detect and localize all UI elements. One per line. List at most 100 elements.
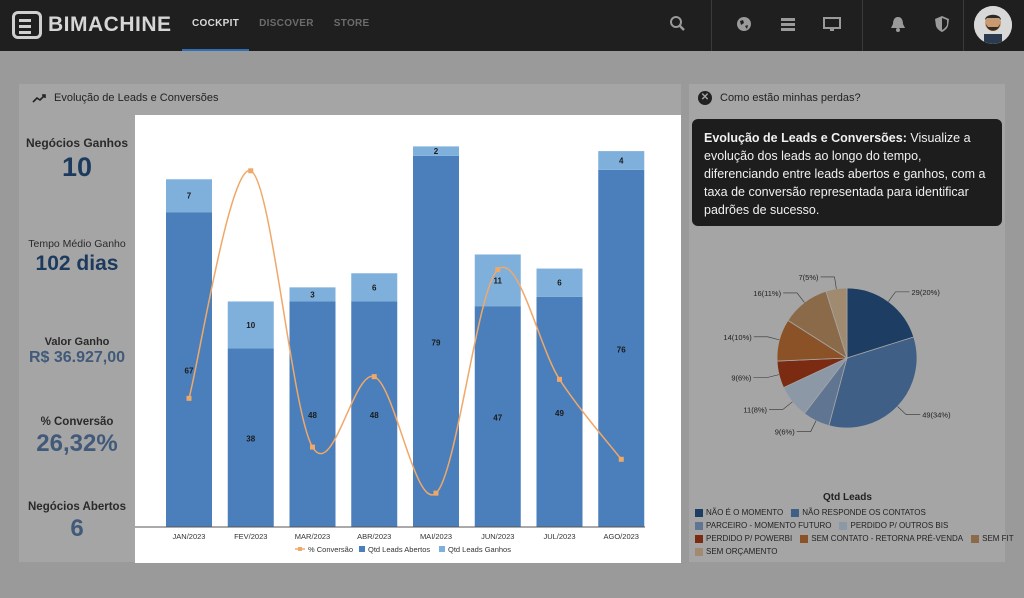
leads-panel-title: Evolução de Leads e Conversões: [32, 92, 219, 104]
legend-item[interactable]: SEM CONTATO - RETORNA PRÉ-VENDA: [800, 534, 963, 543]
legend-label: NÃO RESPONDE OS CONTATOS: [802, 508, 926, 517]
bar-leads-ganhos: [351, 273, 398, 302]
x-tick-label: MAR/2023: [295, 532, 330, 541]
kpi-valor-ganho: Valor Ganho R$ 36.927,00: [19, 336, 135, 367]
chart-bars: 67 7 38 10 48 3 48 6 79 2 47 11 49 6 76 4: [166, 146, 645, 528]
globe-icon[interactable]: [734, 14, 754, 34]
pie-slice-label: 29(20%): [911, 288, 940, 297]
bimachine-logo[interactable]: BIMACHINE: [12, 10, 172, 40]
legend-swatch: [800, 534, 809, 543]
pie-legend-row: SEM ORÇAMENTO: [695, 547, 777, 556]
bar-leads-abertos: [598, 169, 645, 527]
legend-item[interactable]: SEM FIT: [971, 534, 1014, 543]
bar-leads-ganhos: [227, 301, 274, 349]
x-tick-label: MAI/2023: [420, 532, 452, 541]
bar-leads-abertos: [166, 212, 212, 527]
legend-swatch: [695, 534, 703, 543]
legend-item[interactable]: NÃO RESPONDE OS CONTATOS: [791, 508, 926, 517]
bar-leads-ganhos: [536, 268, 583, 297]
search-icon[interactable]: [668, 14, 688, 34]
chart-legend: % Conversão Qtd Leads Abertos Qtd Leads Ga…: [295, 545, 511, 554]
pie-slice-label: 14(10%): [723, 333, 752, 342]
tooltip-heading: Evolução de Leads e Conversões:: [704, 131, 907, 145]
legend-item[interactable]: NÃO É O MOMENTO: [695, 508, 783, 517]
kpi-value: 6: [70, 515, 84, 542]
tab-discover[interactable]: DISCOVER: [259, 18, 314, 29]
conversion-point: [433, 490, 439, 496]
bell-icon[interactable]: [888, 14, 908, 34]
list-icon[interactable]: [778, 14, 798, 34]
pie-slice-label: 9(6%): [775, 428, 796, 437]
bar-value-label: 6: [372, 283, 377, 292]
x-tick-label: AGO/2023: [604, 532, 639, 541]
bar-leads-abertos: [351, 301, 398, 527]
legend-label: % Conversão: [308, 545, 353, 554]
bar-value-label: 2: [434, 147, 439, 156]
tab-store[interactable]: STORE: [333, 18, 370, 29]
pie-slice-label: 11(8%): [743, 405, 767, 414]
pie-slice-label: 9(6%): [731, 373, 752, 382]
monitor-icon[interactable]: [822, 14, 842, 34]
tooltip-body: Visualize a evolução dos leads ao longo …: [704, 131, 986, 217]
pie-slice: [846, 287, 915, 359]
close-icon[interactable]: ✕: [698, 91, 712, 105]
legend-label: PARCEIRO - MOMENTO FUTURO: [706, 521, 832, 530]
bar-leads-ganhos: [598, 151, 645, 170]
chart-modal: 67 7 38 10 48 3 48 6 79 2 47 11 49 6 76 4 JAN/2023 FEV/2…: [135, 115, 681, 563]
conversion-point: [248, 168, 254, 174]
shield-icon[interactable]: [932, 14, 952, 34]
legend-label: SEM FIT: [982, 534, 1014, 543]
pie-label-line: [783, 292, 805, 303]
kpi-conversao: % Conversão 26,32%: [19, 416, 135, 458]
pie-label-line: [888, 291, 910, 302]
legend-item[interactable]: PARCEIRO - MOMENTO FUTURO: [695, 521, 831, 530]
kpi-value: 26,32%: [36, 430, 118, 457]
conversion-point: [186, 395, 192, 401]
tab-cockpit[interactable]: COCKPIT: [182, 0, 250, 51]
divider: [711, 0, 712, 51]
pie-slice: [828, 336, 918, 429]
legend-swatch-abertos: [359, 546, 365, 552]
losses-panel-title: ✕ Como estão minhas perdas?: [698, 91, 861, 105]
leads-panel-title-text: Evolução de Leads e Conversões: [54, 92, 219, 104]
losses-pie-chart: 29(20%) 49(34%) 9(6%) 11(8%) 9(6%) 14(10%) 16(…: [723, 273, 951, 437]
legend-label: SEM ORÇAMENTO: [706, 547, 778, 556]
avatar[interactable]: [974, 6, 1012, 44]
kpi-label: Negócios Ganhos: [25, 136, 129, 150]
bar-value-label: 48: [370, 411, 379, 420]
info-tooltip: Evolução de Leads e Conversões: Visualiz…: [692, 119, 1002, 226]
chart-x-axis: JAN/2023 FEV/2023 MAR/2023 ABR/2023 MAI/2023…: [135, 526, 645, 541]
legend-label: Qtd Leads Ganhos: [448, 545, 511, 554]
kpi-value: 102 dias: [35, 252, 119, 275]
pie-slices: [776, 287, 918, 429]
bar-leads-ganhos: [166, 179, 212, 213]
legend-item[interactable]: PERDIDO P/ OUTROS BIS: [839, 521, 948, 530]
kpi-label: Tempo Médio Ganho: [28, 238, 126, 250]
divider: [963, 0, 964, 51]
pie-legend-row: PARCEIRO - MOMENTO FUTURO PERDIDO P/ OUT…: [695, 521, 948, 530]
kpi-value: 10: [61, 152, 93, 182]
kpi-negocios-abertos: Negócios Abertos 6: [19, 501, 135, 543]
conversion-point: [310, 444, 315, 450]
legend-swatch: [695, 547, 703, 556]
pie-legend-title: Qtd Leads: [823, 492, 872, 503]
bar-leads-abertos: [413, 155, 459, 528]
legend-marker-conversao: [298, 547, 302, 551]
pie-label-line: [820, 276, 837, 289]
legend-item[interactable]: PERDIDO P/ POWERBI: [695, 534, 792, 543]
bar-value-label: 10: [246, 321, 255, 330]
legend-swatch-ganhos: [439, 546, 445, 552]
legend-item[interactable]: SEM ORÇAMENTO: [695, 547, 777, 556]
x-tick-label: FEV/2023: [234, 532, 267, 541]
bar-value-label: 47: [493, 414, 502, 423]
bar-value-label: 49: [555, 409, 564, 418]
bar-value-label: 38: [246, 435, 255, 444]
conversion-point: [495, 267, 501, 273]
losses-panel-title-text: Como estão minhas perdas?: [720, 92, 861, 104]
chart-conversion-line: [186, 168, 624, 496]
legend-swatch: [839, 521, 848, 530]
legend-label: SEM CONTATO - RETORNA PRÉ-VENDA: [811, 534, 964, 543]
legend-swatch: [695, 508, 703, 517]
pie-label-line: [796, 420, 817, 432]
bar-value-label: 76: [617, 345, 626, 354]
